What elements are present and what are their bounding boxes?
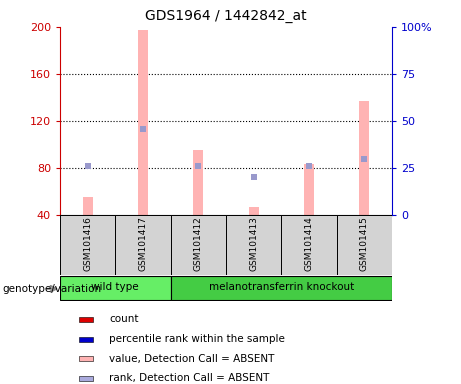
Text: GSM101416: GSM101416	[83, 216, 92, 271]
FancyBboxPatch shape	[78, 336, 93, 342]
Text: rank, Detection Call = ABSENT: rank, Detection Call = ABSENT	[109, 374, 269, 384]
Text: GSM101417: GSM101417	[138, 216, 148, 271]
Point	[84, 162, 91, 169]
Text: GSM101414: GSM101414	[304, 216, 313, 271]
Text: GSM101415: GSM101415	[360, 216, 369, 271]
FancyBboxPatch shape	[226, 215, 281, 275]
FancyBboxPatch shape	[78, 356, 93, 361]
FancyBboxPatch shape	[60, 215, 115, 275]
FancyBboxPatch shape	[78, 317, 93, 322]
Text: GSM101412: GSM101412	[194, 216, 203, 271]
Text: wild type: wild type	[91, 283, 139, 293]
Bar	[83, 197, 93, 215]
Bar	[304, 164, 314, 215]
FancyBboxPatch shape	[171, 215, 226, 275]
Text: value, Detection Call = ABSENT: value, Detection Call = ABSENT	[109, 354, 274, 364]
Bar	[248, 207, 259, 215]
Bar	[359, 101, 369, 215]
Text: count: count	[109, 314, 138, 324]
Title: GDS1964 / 1442842_at: GDS1964 / 1442842_at	[145, 9, 307, 23]
Point	[305, 162, 313, 169]
FancyBboxPatch shape	[115, 215, 171, 275]
FancyBboxPatch shape	[60, 276, 171, 300]
Text: genotype/variation: genotype/variation	[2, 284, 101, 294]
Text: melanotransferrin knockout: melanotransferrin knockout	[208, 283, 354, 293]
Bar	[193, 151, 203, 215]
FancyBboxPatch shape	[337, 215, 392, 275]
Text: GSM101413: GSM101413	[249, 216, 258, 271]
FancyBboxPatch shape	[78, 376, 93, 381]
FancyBboxPatch shape	[281, 215, 337, 275]
FancyBboxPatch shape	[171, 276, 392, 300]
Point	[250, 174, 257, 180]
Point	[195, 162, 202, 169]
Point	[139, 126, 147, 132]
Bar	[138, 30, 148, 215]
Text: percentile rank within the sample: percentile rank within the sample	[109, 334, 285, 344]
Point	[361, 156, 368, 162]
